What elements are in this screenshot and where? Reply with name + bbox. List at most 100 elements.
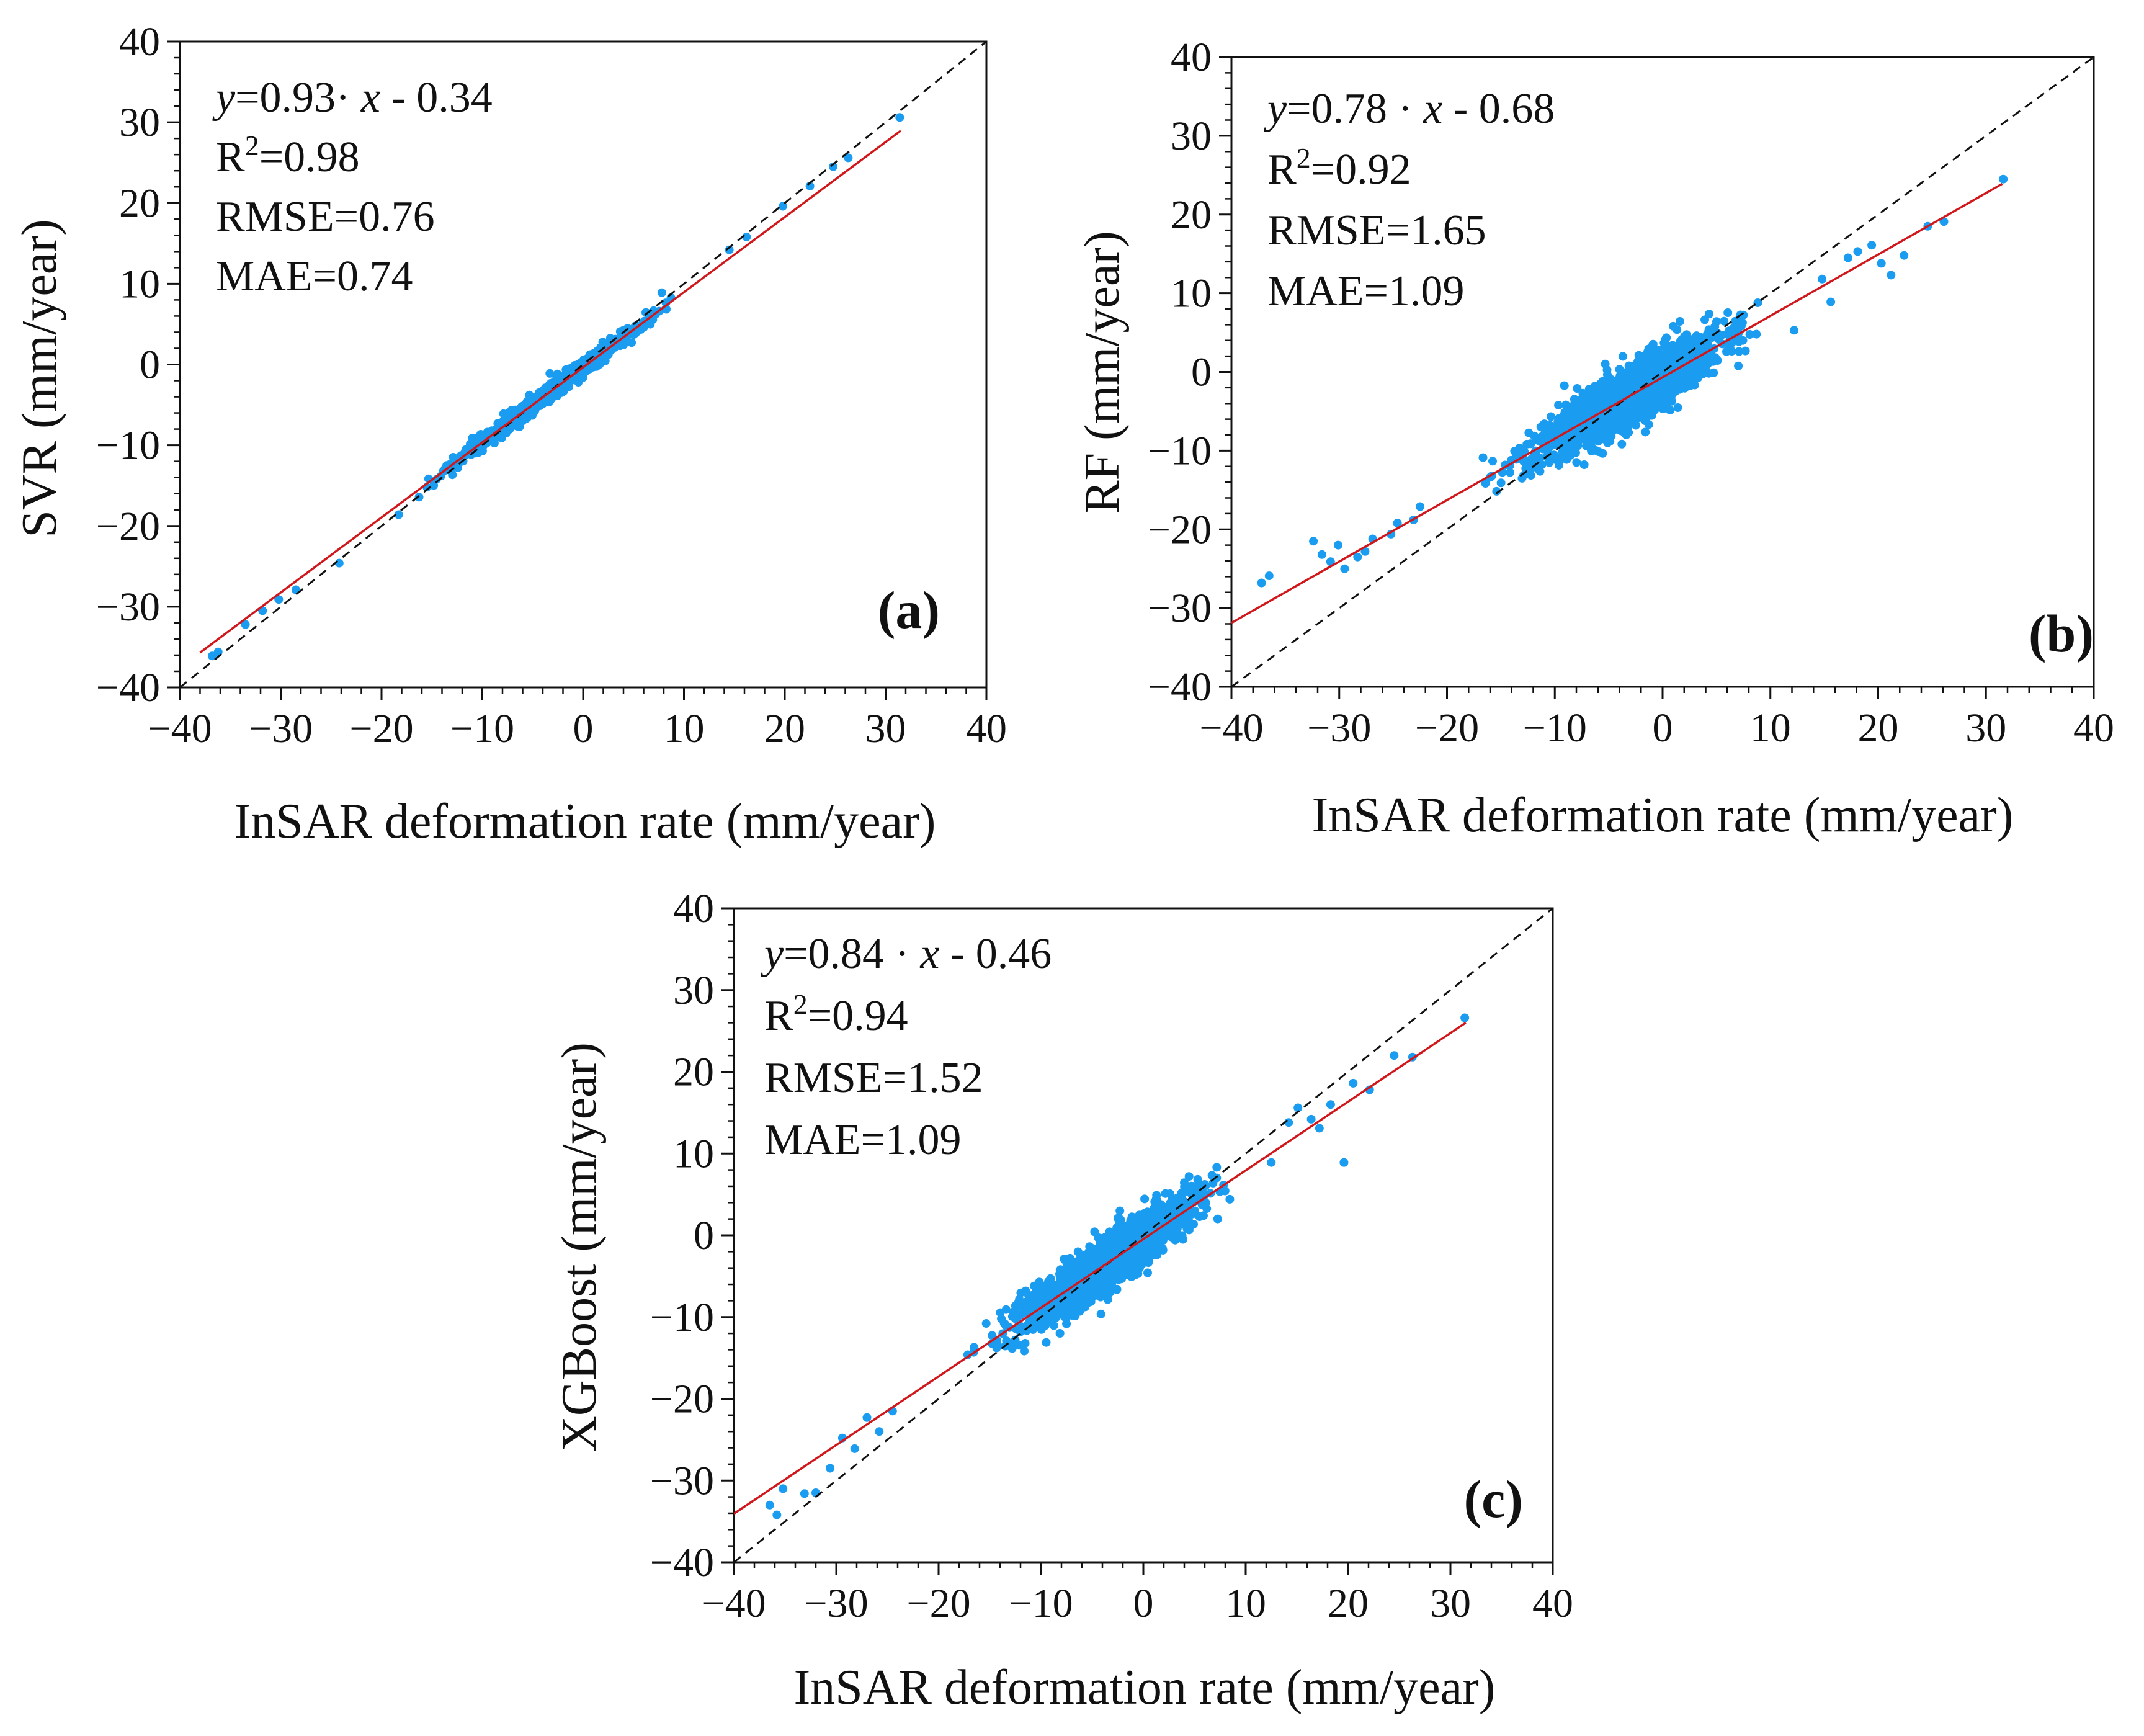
data-point [1492,486,1501,496]
data-point [1062,1319,1071,1328]
data-point [1604,396,1614,406]
data-point [1560,381,1569,390]
data-point [509,407,519,416]
panel-label: (c) [1464,1469,1523,1529]
data-point [895,113,904,122]
data-point [1046,1279,1055,1289]
data-point [1065,1294,1074,1303]
data-point [1560,411,1570,420]
data-point [1633,403,1643,413]
data-point [1601,359,1610,369]
y-tick-label: −30 [1148,586,1212,631]
data-point [1790,326,1798,335]
y-tick-label: 40 [1171,35,1212,80]
data-point [1168,1199,1177,1208]
data-point [1595,395,1604,405]
data-point [1393,519,1402,528]
mae: MAE=1.09 [764,1116,962,1164]
data-point [1620,370,1629,380]
data-point [1460,1013,1470,1022]
data-point [575,372,584,382]
x-axis-title: InSAR deformation rate (mm/year) [794,1660,1496,1715]
data-point [1624,361,1633,370]
data-point [1015,1295,1024,1304]
data-point [779,1484,788,1493]
data-point [1150,1250,1159,1259]
data-point [1673,325,1682,334]
data-point [1293,1103,1303,1112]
data-point [1135,1222,1144,1231]
data-point [1526,471,1535,480]
data-point [1506,468,1514,477]
y-tick-label: 0 [1191,350,1212,395]
data-point [1022,1322,1031,1331]
data-point [1853,247,1862,256]
data-point [1105,1227,1114,1237]
data-point [1818,274,1827,284]
data-point [1155,1234,1164,1243]
data-point [1353,552,1362,562]
data-point [1580,434,1589,444]
data-point [1664,405,1673,414]
x-tick-labels: −40 −30 −20 −10 0 10 20 30 40 [702,1581,1573,1626]
data-point [1134,1255,1143,1264]
identity-line [733,907,1553,1564]
data-point [1213,1214,1222,1224]
data-point [1309,537,1318,546]
data-point [1334,540,1342,550]
data-point [545,390,555,399]
data-point [875,1427,884,1436]
panel-label: (b) [2029,604,2094,663]
data-point [1195,1212,1204,1221]
data-point [1478,453,1488,462]
x-tick-label: −10 [1523,705,1587,751]
data-point [772,1510,782,1519]
data-point [1339,1158,1349,1167]
x-tick-label: 10 [1225,1581,1266,1626]
data-point [981,1319,991,1328]
data-point [1161,1232,1171,1241]
data-point [1030,1289,1040,1299]
fit-equation: y=0.78 · x - 0.68 [1264,85,1555,133]
data-point [1620,380,1629,389]
data-point [1677,338,1686,347]
data-point [1306,1114,1316,1124]
x-tick-label: −40 [1199,705,1263,751]
data-point [1745,330,1754,339]
data-point [619,340,628,349]
x-tick-labels: −40 −30 −20 −10 0 10 20 30 40 [1199,705,2114,751]
rmse: RMSE=1.65 [1267,207,1486,254]
r-squared: R2=0.94 [764,988,908,1040]
data-point [1481,479,1490,488]
data-point [1317,550,1326,559]
data-point [1843,253,1852,262]
data-point [1109,1270,1119,1279]
data-point [1675,317,1684,326]
data-point [1114,1228,1123,1237]
data-point [274,595,284,604]
data-point [1111,1245,1120,1255]
data-point [1624,402,1633,411]
x-axis-title: InSAR deformation rate (mm/year) [234,794,936,849]
data-point [1598,449,1607,458]
data-point [1752,329,1761,339]
panel-a: −40 −30 −20 −10 0 10 20 30 40 −40 −30 −20 −10 0 10 20 3… [12,19,1007,849]
y-tick-label: −10 [96,423,160,468]
data-point [1068,1261,1076,1270]
data-point [1648,339,1658,349]
data-point [1682,354,1692,363]
data-point [862,1413,872,1422]
x-tick-label: −30 [804,1581,868,1626]
x-tick-label: 30 [865,706,906,751]
data-point [1099,1250,1108,1259]
data-point [1264,571,1274,581]
data-point [1735,347,1744,356]
data-point [1571,444,1580,454]
data-point [1551,440,1560,449]
y-tick-label: 30 [1171,114,1212,159]
data-point [1607,428,1616,437]
x-tick-label: 40 [966,706,1007,751]
data-point [1546,429,1555,439]
data-point [1618,352,1627,361]
data-point [1534,464,1543,473]
